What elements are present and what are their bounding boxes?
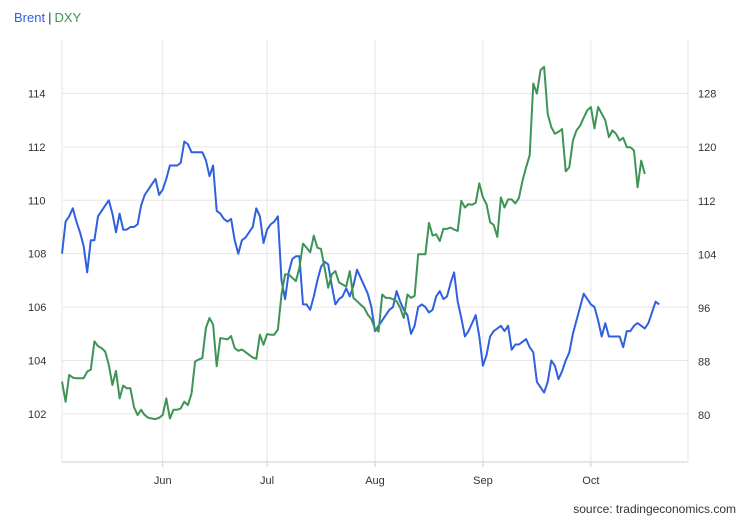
y-left-tick-label: 114: [28, 88, 46, 100]
y-right-tick-label: 96: [698, 303, 710, 315]
x-tick-label: Jul: [260, 475, 274, 487]
chart-legend: Brent | DXY: [14, 10, 81, 25]
y-right-tick-label: 104: [698, 249, 716, 261]
y-left-tick-label: 110: [28, 195, 46, 207]
y-left-tick-label: 112: [28, 142, 46, 154]
y-left-tick-label: 104: [28, 356, 46, 368]
y-left-tick-label: 102: [28, 409, 46, 421]
y-right-tick-label: 80: [698, 410, 710, 422]
series-line-brent: [61, 140, 660, 394]
legend-item-dxy[interactable]: DXY: [54, 10, 82, 25]
y-right-tick-label: 112: [698, 196, 716, 208]
x-tick-label: Sep: [473, 475, 493, 487]
y-right-tick-label: 128: [698, 89, 716, 101]
x-tick-label: Aug: [365, 475, 385, 487]
y-left-tick-label: 106: [28, 302, 46, 314]
legend-item-brent[interactable]: Brent: [14, 10, 46, 25]
source-credit: source: tradingeconomics.com: [573, 502, 736, 516]
x-tick-label: Oct: [582, 475, 599, 487]
y-right-tick-label: 88: [698, 357, 710, 369]
y-right-tick-label: 120: [698, 142, 716, 154]
x-tick-label: Jun: [154, 475, 172, 487]
series-line-dxy: [61, 65, 646, 421]
legend-separator: |: [48, 10, 52, 25]
y-left-tick-label: 108: [28, 249, 46, 261]
